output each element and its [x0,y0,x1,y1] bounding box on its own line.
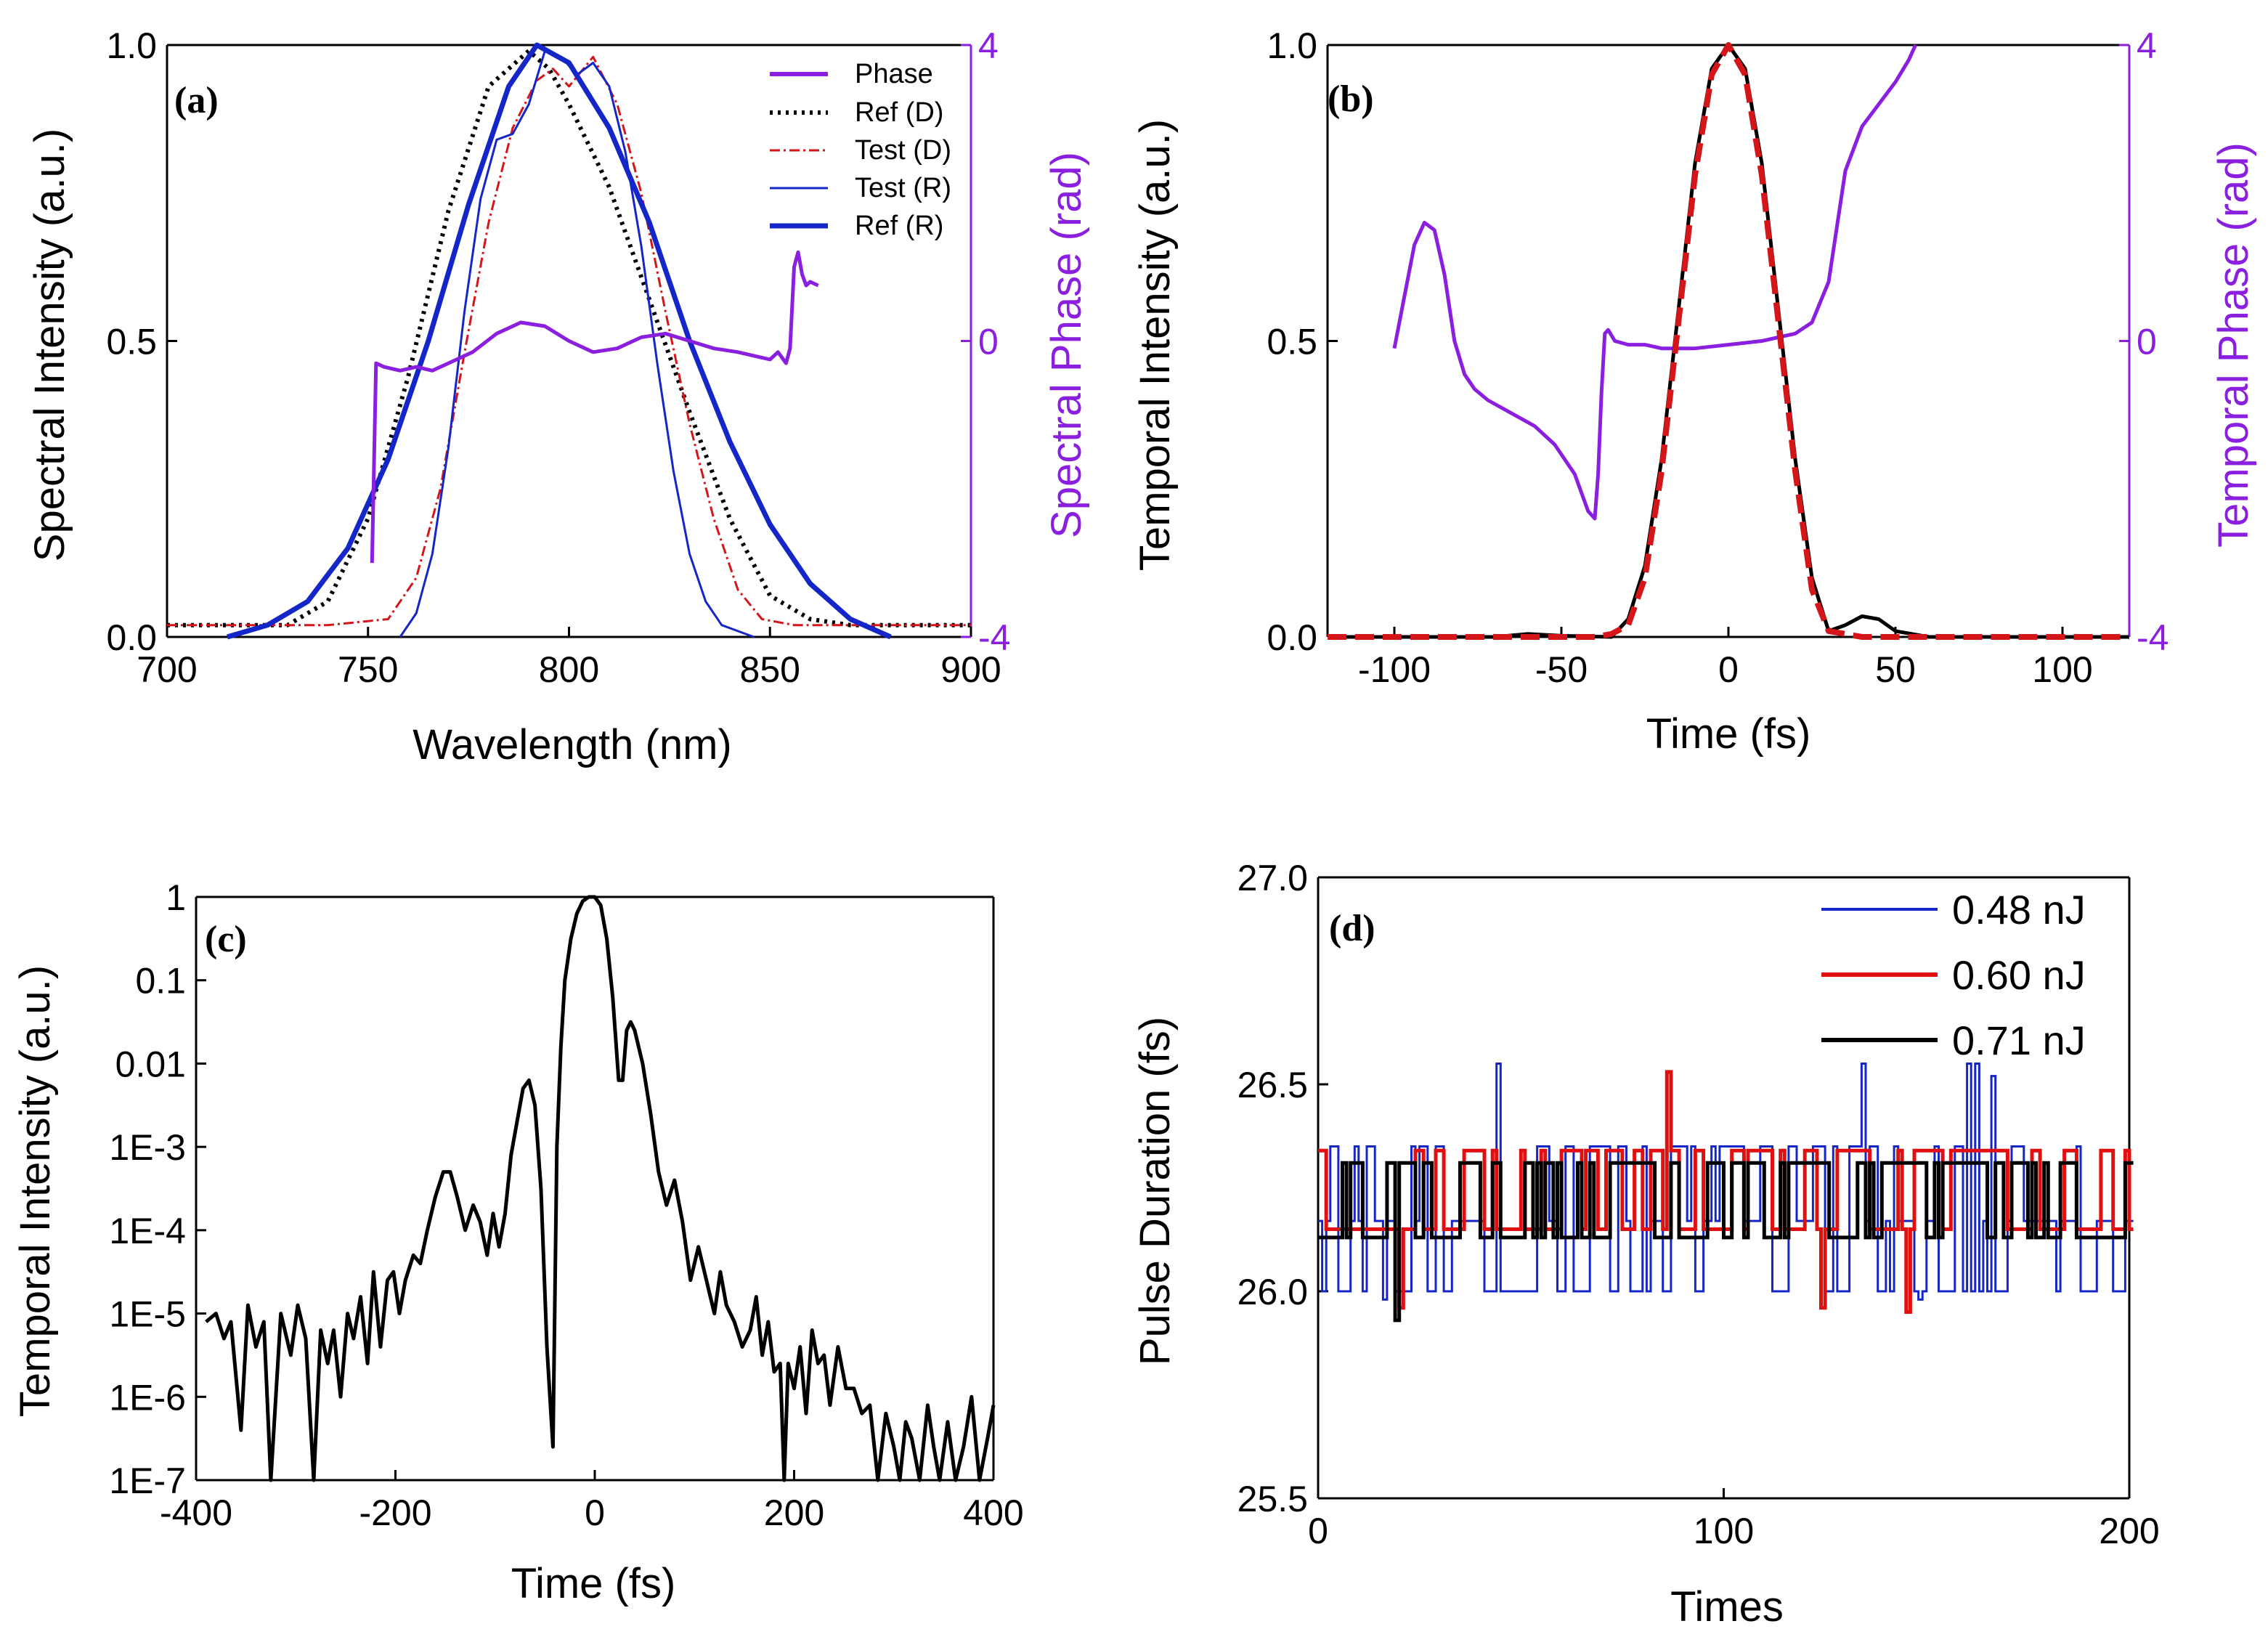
panel-a-label: (a) [174,80,219,121]
panel-d-ytick-label: 26.5 [1237,1065,1308,1105]
panel-c-ytick-label: 1E-3 [109,1127,186,1168]
panel-b-y2tick-label: 0 [2137,322,2157,362]
panel-d-ytick-label: 25.5 [1237,1479,1308,1519]
panel-c-xtick-label: 400 [963,1492,1023,1533]
panel-a-y2label: Spectral Phase (rad) [1043,152,1090,538]
panel-b-y2tick-label: 4 [2137,25,2157,66]
panel-d-legend: 0.48 nJ 0.60 nJ 0.71 nJ [1821,887,2086,1063]
legend-label-048: 0.48 nJ [1952,887,2086,933]
panel-b-xtick-label: -50 [1535,649,1588,690]
legend-label-phase: Phase [855,59,933,89]
panel-d-ytick-label: 27.0 [1237,858,1308,898]
panel-b-xtick-label: 0 [1718,649,1739,690]
panel-a-series-refr [227,42,892,640]
panel-a-y2tick-label: -4 [978,617,1010,658]
panel-b-ytick-label: 1.0 [1267,25,1317,66]
panel-b: -100 -50 0 50 100 0.0 0.5 1.0 -4 0 4 [1267,25,2169,690]
panel-a-series-refd [167,49,971,627]
panel-c-label: (c) [205,919,247,960]
panel-d-xtick-label: 200 [2099,1511,2159,1551]
panel-a-ytick-label: 1.0 [106,25,157,66]
panel-a-xtick-label: 900 [940,649,1001,690]
panel-b-xtick-label: 50 [1875,649,1916,690]
panel-a-xtick-label: 750 [338,649,398,690]
panel-c-ytick-label: 0.1 [135,961,186,1002]
panel-d-ylabel: Pulse Duration (fs) [1131,1017,1179,1365]
panel-b-y2tick-label: -4 [2137,617,2169,658]
panel-d: 0 100 200 25.5 26.0 26.5 27.0 [1237,858,2160,1551]
panel-d-series-048 [1318,1063,2134,1301]
panel-c-ytick-label: 1E-4 [109,1211,186,1251]
panel-a-xlabel: Wavelength (nm) [412,721,731,768]
panel-a-xtick-label: 850 [740,649,800,690]
panel-d-xtick-label: 0 [1308,1511,1328,1551]
panel-c-ytick-label: 1E-7 [109,1461,186,1501]
legend-label-ref-r: Ref (R) [855,211,943,241]
panel-a-y2tick-label: 0 [978,322,999,362]
panel-a-ylabel: Spectral Intensity (a.u.) [26,129,73,561]
panel-a-series-phase [370,250,819,564]
panel-b-ytick-label: 0.5 [1267,322,1317,362]
panel-a-xtick-label: 800 [539,649,599,690]
panel-d-xlabel: Times [1670,1583,1784,1630]
legend-label-071: 0.71 nJ [1952,1018,2086,1063]
panel-a-legend: Phase Ref (D) Test (D) Test (R) Ref (R) [770,59,951,241]
panel-b-xtick-label: -100 [1358,649,1431,690]
panel-b-label: (b) [1328,78,1374,120]
panel-c: -400 -200 0 200 400 1E-7 1E-6 1E-5 1E-4 1E-3 0.01 0… [109,877,1023,1533]
panel-a-ytick-label: 0.5 [106,322,157,362]
panel-d-series-071 [1318,1161,2134,1323]
panel-b-ytick-label: 0.0 [1267,617,1317,658]
panel-b-y2label: Temporal Phase (rad) [2210,142,2257,548]
panel-c-ytick-label: 1E-6 [109,1377,186,1418]
panel-c-series-intensity [205,895,996,1482]
legend-label-060: 0.60 nJ [1952,952,2086,998]
panel-b-xtick-label: 100 [2032,649,2092,690]
panel-c-xtick-label: -400 [160,1492,232,1533]
legend-label-test-r: Test (R) [855,173,951,203]
panel-a-ytick-label: 0.0 [106,617,157,658]
panel-d-label: (d) [1329,908,1375,949]
panel-c-ytick-label: 1 [166,877,186,918]
panel-c-ytick-label: 0.01 [115,1044,186,1084]
panel-a-y2tick-label: 4 [978,25,999,66]
panel-b-xlabel: Time (fs) [1646,710,1811,757]
panel-c-xtick-label: 0 [585,1492,605,1533]
legend-label-ref-d: Ref (D) [855,97,943,128]
panel-d-ytick-label: 26.0 [1237,1272,1308,1312]
panel-b-series-0 [1392,44,1917,521]
panel-c-xlabel: Time (fs) [511,1560,676,1607]
panel-d-series-060 [1318,1070,2134,1314]
panel-a-xtick-label: 700 [137,649,197,690]
panel-c-xtick-label: 200 [764,1492,824,1533]
panel-b-ylabel: Temporal Intensity (a.u.) [1131,119,1179,571]
panel-c-ytick-label: 1E-5 [109,1294,186,1335]
panel-c-xtick-label: -200 [359,1492,431,1533]
legend-label-test-d: Test (D) [855,135,951,166]
panel-a: 700 750 800 850 900 0.0 0.5 1.0 -4 0 4 [106,25,1010,690]
panel-c-ylabel: Temporal Intensity (a.u.) [12,965,59,1417]
panel-b-series-2 [1328,42,2129,640]
panel-b-series-1 [1328,43,2129,639]
panel-d-xtick-label: 100 [1694,1511,1754,1551]
